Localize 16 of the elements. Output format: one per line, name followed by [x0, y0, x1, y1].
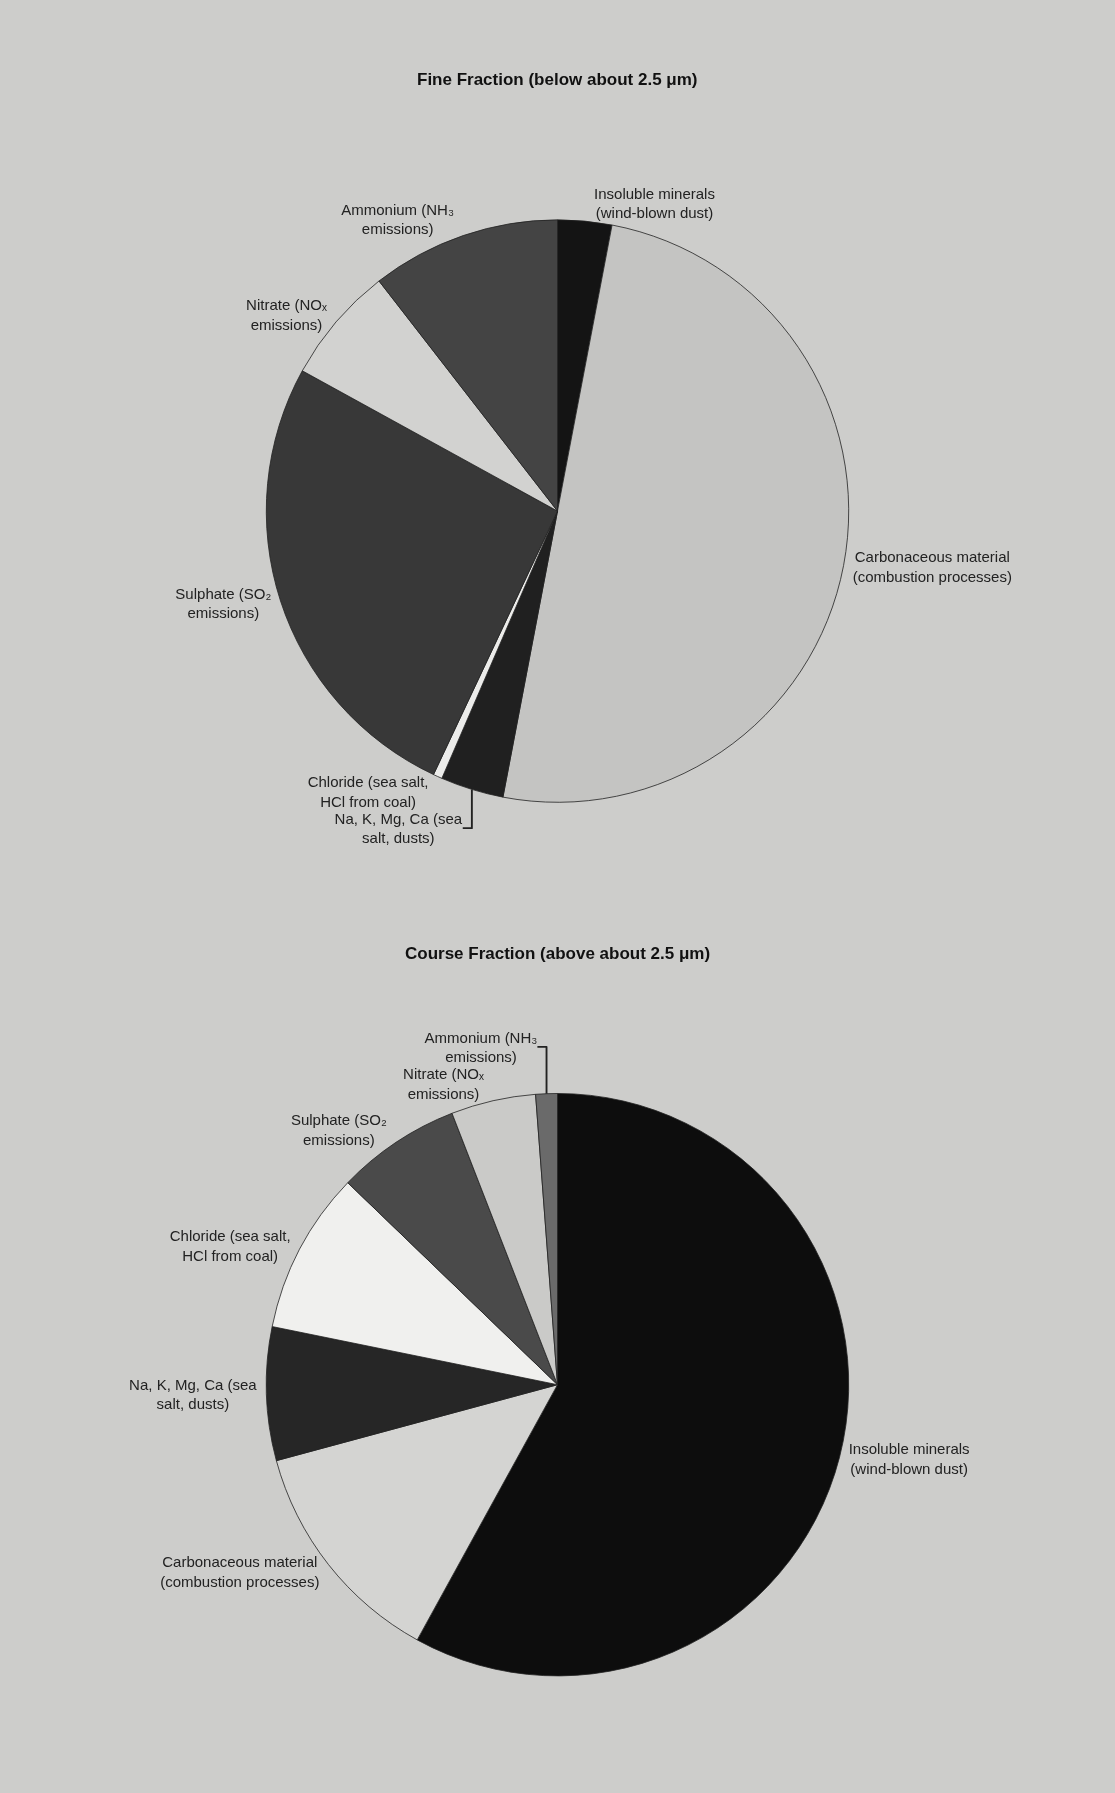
slice-label: Carbonaceous material (combustion processes): [852, 548, 1012, 585]
slice-label: Sulphate (SO₂ emissions): [175, 584, 272, 622]
slice-label: Sulphate (SO₂ emissions): [290, 1111, 387, 1148]
slice-label: Na, K, Mg, Ca (sea salt, dusts): [334, 809, 463, 847]
slice-label: Insoluble minerals (wind-blown dust): [848, 1440, 970, 1477]
slice-label: Carbonaceous material (combustion processes): [160, 1553, 320, 1590]
slice-label: Insoluble minerals (wind-blown dust): [594, 184, 715, 222]
chart-title: Course Fraction (above about 2.5 μm): [405, 944, 711, 963]
slice-label: Chloride (sea salt, HCl from coal): [307, 773, 429, 810]
slice-label: Ammonium (NH₃ emissions): [424, 1028, 538, 1066]
chart-title: Fine Fraction (below about 2.5 μm): [417, 70, 698, 89]
slice-label: Nitrate (NOₓ emissions): [246, 296, 327, 333]
slice-label: Na, K, Mg, Ca (sea salt, dusts): [129, 1375, 258, 1413]
slice-label: Chloride (sea salt, HCl from coal): [169, 1227, 291, 1264]
slice-label: Ammonium (NH₃ emissions): [341, 200, 455, 238]
slice-label: Nitrate (NOₓ emissions): [403, 1065, 484, 1102]
